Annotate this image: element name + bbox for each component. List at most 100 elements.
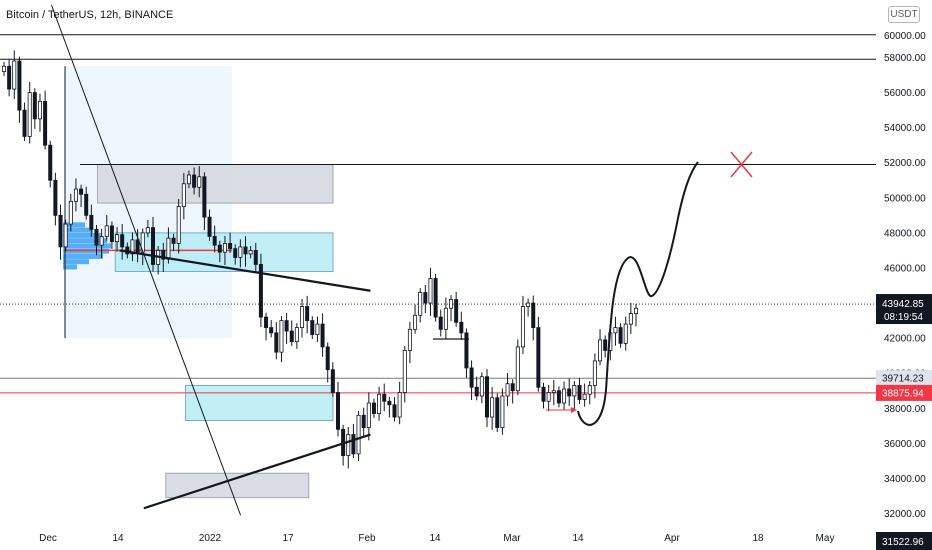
candle-body	[335, 392, 340, 430]
volume-profile-layer	[63, 66, 232, 339]
price-scale-label: 54000.00	[884, 123, 926, 134]
candle-body	[192, 174, 197, 188]
candle-body	[32, 92, 37, 120]
price-tags: 31522.96 43942.85 08:19:54 39714.23 38875.94	[876, 294, 932, 550]
candle-body	[577, 385, 582, 400]
candle-body	[618, 327, 623, 344]
candle-body	[253, 250, 258, 265]
price-scale-label: 34000.00	[884, 474, 926, 485]
volume-bar	[63, 232, 101, 238]
candle-body	[315, 323, 320, 336]
time-scale-label: Dec	[39, 533, 57, 544]
price-scale-label: 48000.00	[884, 228, 926, 239]
time-scale-label: 2022	[199, 533, 222, 544]
cross-mark	[730, 151, 753, 178]
candle-body	[562, 388, 567, 404]
candle-body	[63, 223, 68, 248]
candle-body	[628, 313, 633, 325]
candle-body	[582, 393, 587, 400]
price-tag-grey	[876, 370, 932, 387]
candle-body	[330, 369, 335, 393]
current-price-tag	[876, 294, 932, 325]
price-tag-red-value: 38875.94	[882, 388, 924, 399]
candle-body	[515, 346, 520, 392]
price-scale-label: 56000.00	[884, 88, 926, 99]
candle-body	[500, 395, 505, 428]
price-scale-label: 60000.00	[884, 31, 926, 42]
candle-body	[603, 339, 608, 351]
candle-body	[310, 320, 315, 336]
candle-body	[464, 332, 469, 369]
candle-body	[181, 183, 186, 207]
time-scale-label: 17	[282, 533, 294, 544]
candle-body	[274, 332, 279, 353]
candle-body	[536, 327, 541, 388]
price-axis[interactable]: 58000.00 56000.00 54000.00 52000.00 50000.00…	[884, 31, 926, 520]
candle-body	[428, 278, 433, 304]
candle-body	[135, 239, 140, 253]
candle-body	[397, 392, 402, 418]
candle-body	[17, 60, 22, 111]
candle-body	[454, 299, 459, 323]
candle-body	[84, 193, 89, 216]
candle-body	[556, 390, 561, 404]
candle-body	[145, 227, 150, 234]
trend-line-0	[119, 249, 371, 292]
candle-body	[598, 339, 603, 362]
candle-body	[294, 327, 299, 343]
candle-body	[258, 264, 263, 318]
time-scale-label: Feb	[358, 533, 376, 544]
candle-body	[228, 243, 233, 250]
candle-body	[27, 92, 32, 137]
candle-body	[356, 414, 361, 455]
volume-bar	[63, 227, 93, 233]
volume-bar	[63, 222, 85, 228]
time-scale-label: May	[816, 533, 835, 544]
zones-layer	[65, 66, 334, 499]
candle-body	[79, 188, 84, 195]
time-scale-label: Mar	[503, 533, 521, 544]
candle-body	[623, 323, 628, 344]
candle-body	[449, 299, 454, 309]
candle-body	[438, 316, 443, 330]
time-axis[interactable]: Dec 14 2022 17 Feb 14 Mar 14 Apr 18 May	[39, 533, 834, 544]
candle-body	[48, 144, 53, 181]
candle-body	[104, 225, 109, 237]
candle-body	[572, 385, 577, 397]
candle-body	[546, 392, 551, 402]
candle-body	[407, 328, 412, 351]
price-scale-label: 36000.00	[884, 439, 926, 450]
candle-body	[222, 243, 227, 253]
candle-body	[377, 393, 382, 414]
price-scale-label: 42000.00	[884, 334, 926, 345]
candle-body	[531, 302, 536, 328]
candle-body	[43, 100, 48, 146]
trend-line-2	[50, 4, 242, 516]
zone-grey-0	[97, 164, 334, 204]
candle-body	[371, 402, 376, 414]
currency-badge[interactable]: USDT	[888, 6, 920, 23]
candle-body	[423, 292, 428, 304]
price-scale-label: 50000.00	[884, 193, 926, 204]
candle-body	[413, 314, 418, 330]
price-scale-label: 58000.00	[884, 53, 926, 64]
candle-body	[392, 404, 397, 418]
candle-body	[505, 383, 510, 397]
candle-body	[443, 307, 448, 330]
candle-body	[474, 386, 479, 397]
candle-body	[7, 65, 12, 90]
candle-body	[592, 360, 597, 386]
candle-body	[510, 383, 515, 392]
candle-body	[320, 323, 325, 348]
arrow-head	[571, 407, 577, 413]
price-scale-label: 52000.00	[884, 158, 926, 169]
candle-body	[325, 346, 330, 371]
candle-body	[264, 316, 269, 328]
bottom-price-tag-label: 31522.96	[882, 537, 924, 548]
candle-body	[526, 302, 531, 307]
projected-path	[577, 161, 699, 426]
candle-body	[551, 390, 556, 393]
candle-body	[233, 248, 238, 258]
candle-body	[243, 246, 248, 255]
